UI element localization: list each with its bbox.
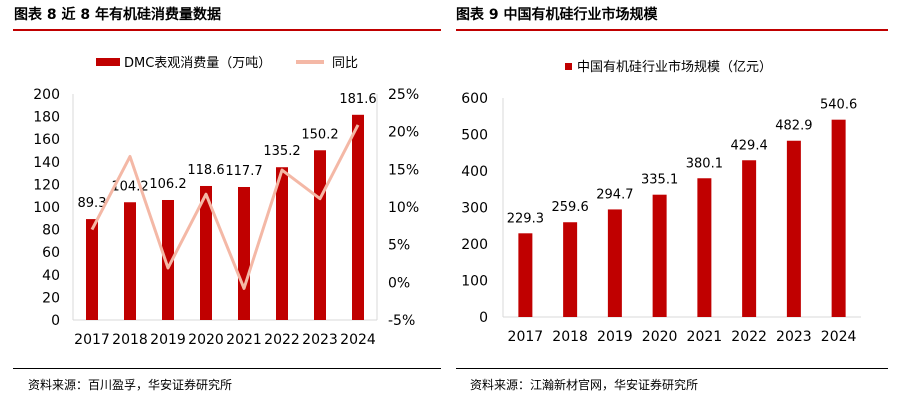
left-chart-y-tick-label: 140 [33,155,60,171]
right-source-divider [456,368,888,369]
left-chart-y2-tick-label: 10% [388,200,419,216]
left-source-divider [13,368,441,369]
left-chart-bar [314,150,326,320]
right-chart-x-tick-label: 2023 [776,329,812,345]
right-chart-x-tick-label: 2021 [687,329,723,345]
right-chart-bar-label: 482.9 [775,119,812,134]
left-chart-y-tick-label: 80 [42,223,60,239]
right-chart-x-tick-label: 2017 [508,329,544,345]
right-legend-bar-label: 中国有机硅行业市场规模（亿元） [577,59,772,75]
left-chart-y-tick-label: 160 [33,132,60,148]
left-chart-x-tick-label: 2024 [340,332,376,348]
left-chart-bar [200,185,212,320]
left-chart-y2-tick-label: 25% [388,87,419,103]
right-legend-bar-swatch [565,63,572,70]
left-chart-y2-tick-label: -5% [388,313,415,329]
right-chart-x-tick-label: 2018 [552,329,588,345]
right-chart-x-tick-label: 2019 [597,329,633,345]
right-chart-bar [652,194,667,317]
right-chart-title: 图表 9 中国有机硅行业市场规模 [456,7,658,23]
right-chart-x-tick-label: 2020 [642,329,678,345]
left-chart-bar [86,219,98,320]
right-chart-y-tick-label: 600 [461,91,488,107]
right-chart-bar [563,222,578,317]
right-chart-bar-label: 540.6 [820,98,857,113]
right-chart-bar-label: 229.3 [507,211,544,226]
left-title-divider [13,29,441,31]
right-chart-bar [831,119,846,317]
right-chart-bar [607,209,622,317]
left-chart-bar-label: 135.2 [263,144,300,159]
left-chart-y-tick-label: 0 [51,313,60,329]
right-chart-bar-label: 294.7 [596,187,633,202]
left-chart-x-tick-label: 2020 [188,332,224,348]
right-source-note: 资料来源：江瀚新材官网，华安证券研究所 [470,378,699,392]
right-chart-y-tick-label: 400 [461,164,488,180]
right-chart-y-tick-label: 200 [461,237,488,253]
left-chart-bar-label: 118.6 [187,163,224,178]
right-chart-bar [786,140,801,317]
left-chart-y2-tick-label: 15% [388,162,419,178]
left-chart-y2-tick-label: 5% [388,238,410,254]
right-chart-bar-label: 335.1 [641,173,678,188]
left-chart-bar-label: 150.2 [301,127,338,142]
right-chart-bar [697,178,712,317]
left-chart-bar [162,199,174,320]
left-legend-bar-swatch [96,58,120,66]
right-chart-bar [742,160,757,317]
left-chart-y-tick-label: 200 [33,87,60,103]
left-chart-y2-tick-label: 0% [388,275,410,291]
left-chart-y-tick-label: 100 [33,200,60,216]
right-chart-y-tick-label: 0 [479,310,488,326]
left-chart-x-tick-label: 2019 [150,332,186,348]
right-chart-bar [518,233,533,317]
left-chart-bar-label: 117.7 [225,164,262,179]
left-chart-y2-tick-label: 20% [388,125,419,141]
left-chart-bar-label: 89.3 [78,196,107,211]
right-title-divider [456,29,888,31]
left-chart-x-tick-label: 2023 [302,332,338,348]
left-chart-title: 图表 8 近 8 年有机硅消费量数据 [14,7,221,23]
left-chart-yoy-line [90,124,360,290]
left-source-note: 资料来源：百川盈孚，华安证券研究所 [28,378,233,392]
left-chart-bar [276,167,288,320]
left-chart-x-tick-label: 2021 [226,332,262,348]
left-chart-bar [124,202,136,320]
left-chart-x-tick-label: 2018 [112,332,148,348]
right-chart-bar-label: 259.6 [552,200,589,215]
left-chart-y-tick-label: 40 [42,268,60,284]
left-chart-x-tick-label: 2017 [74,332,110,348]
left-chart-bar [352,114,364,321]
left-chart-x-tick-label: 2022 [264,332,300,348]
right-chart-y-tick-label: 500 [461,128,488,144]
left-chart-y-tick-label: 180 [33,110,60,126]
left-chart-y-tick-label: 20 [42,290,60,306]
left-legend-line-label: 同比 [332,56,358,71]
right-chart-y-tick-label: 300 [461,201,488,217]
right-chart-x-tick-label: 2022 [731,329,767,345]
left-legend-bar-label: DMC表观消费量（万吨） [124,56,271,71]
right-chart-bar-label: 380.1 [686,156,723,171]
left-chart-bar-label: 106.2 [149,177,186,192]
left-chart-y-tick-label: 120 [33,177,60,193]
left-chart-bar [238,186,250,320]
right-chart-x-tick-label: 2024 [821,329,857,345]
left-chart-bar-label: 181.6 [339,92,376,107]
right-chart-y-tick-label: 100 [461,274,488,290]
right-chart-bar-label: 429.4 [731,138,768,153]
left-chart-y-tick-label: 60 [42,245,60,261]
